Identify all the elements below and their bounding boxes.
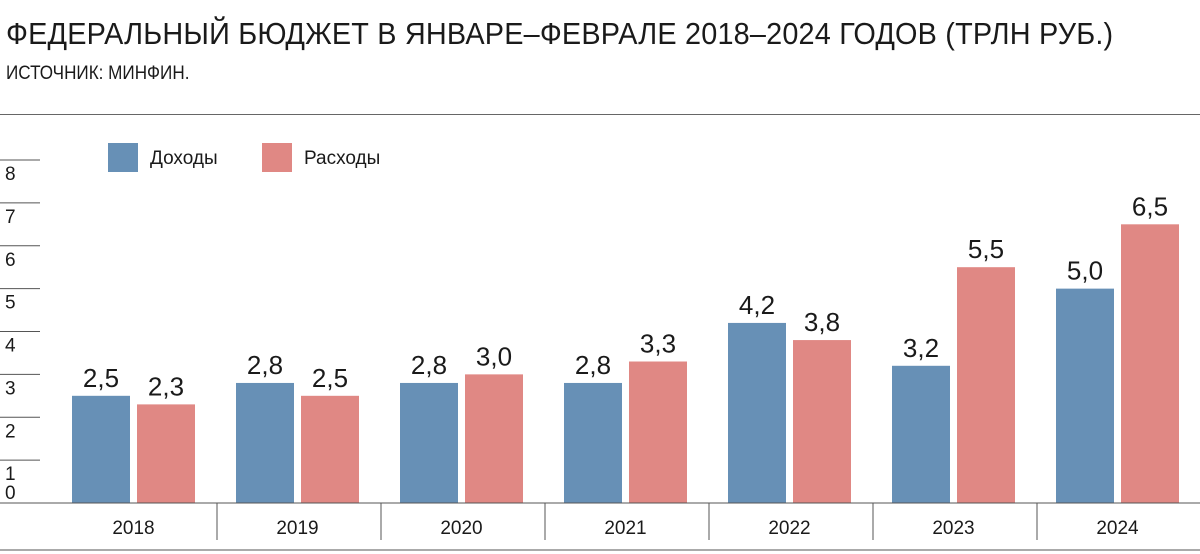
bar-value-label: 3,0 — [476, 341, 512, 371]
bars: 2,5 2,3 2,8 2,5 2,8 3,0 2,8 3,3 4,2 3,8 3,2 5,5 5,0 6… — [72, 191, 1179, 503]
bar-income — [72, 395, 130, 503]
bar-expenses — [957, 267, 1015, 503]
y-tick-label: 3 — [5, 378, 16, 399]
bar-income — [236, 382, 294, 503]
bar-value-label: 2,3 — [148, 371, 184, 401]
legend-swatch-income — [108, 143, 138, 172]
y-tick-label: 1 — [5, 464, 16, 485]
bar-value-label: 2,8 — [247, 350, 283, 380]
y-tick-label: 5 — [5, 293, 16, 314]
chart-title: ФЕДЕРАЛЬНЫЙ БЮДЖЕТ В ЯНВАРЕ–ФЕВРАЛЕ 2018… — [6, 16, 1114, 51]
bar-value-label: 3,8 — [804, 307, 840, 337]
x-tick-label: 2023 — [932, 518, 974, 539]
bar-income — [892, 365, 950, 503]
header-divider — [0, 114, 1200, 115]
bar-expenses — [465, 374, 523, 503]
legend-label: Расходы — [304, 148, 380, 169]
y-tick-label: 7 — [5, 207, 16, 228]
y-tick-label: 2 — [5, 421, 16, 442]
bar-expenses — [301, 395, 359, 503]
bar-value-label: 3,3 — [640, 329, 676, 359]
bar-value-label: 6,5 — [1132, 191, 1168, 221]
bar-income — [564, 382, 622, 503]
x-tick-label: 2020 — [440, 518, 482, 539]
x-tick-label: 2021 — [604, 518, 646, 539]
bar-value-label: 2,8 — [575, 350, 611, 380]
bar-expenses — [793, 340, 851, 503]
bar-expenses — [1121, 224, 1179, 503]
y-tick-label: 4 — [5, 336, 16, 357]
bar-value-label: 5,5 — [968, 234, 1004, 264]
chart-source: ИСТОЧНИК: МИНФИН. — [6, 63, 190, 84]
x-tick-label: 2024 — [1096, 518, 1139, 539]
bar-expenses — [137, 404, 195, 503]
bar-expenses — [629, 361, 687, 503]
legend-label: Доходы — [150, 148, 218, 169]
bar-value-label: 2,5 — [312, 363, 348, 393]
bar-value-label: 5,0 — [1067, 256, 1103, 286]
bar-value-label: 2,8 — [411, 350, 447, 380]
y-tick-label: 0 — [5, 483, 16, 504]
x-tick-label: 2022 — [768, 518, 810, 539]
bar-value-label: 4,2 — [739, 290, 775, 320]
x-axis: 2018 2019 2020 2021 2022 2023 2024 — [0, 502, 1200, 551]
bar-value-label: 3,2 — [903, 333, 939, 363]
x-tick-label: 2018 — [112, 518, 154, 539]
bar-value-label: 2,5 — [83, 363, 119, 393]
y-axis: 01 2 3 4 5 6 7 8 — [0, 159, 40, 504]
legend: Доходы Расходы — [108, 143, 380, 172]
bar-income — [400, 382, 458, 503]
legend-swatch-expenses — [262, 143, 292, 172]
y-tick-label: 8 — [5, 164, 16, 185]
bar-income — [728, 322, 786, 503]
x-tick-label: 2019 — [276, 518, 318, 539]
bar-income — [1056, 288, 1114, 503]
y-tick-label: 6 — [5, 250, 16, 271]
